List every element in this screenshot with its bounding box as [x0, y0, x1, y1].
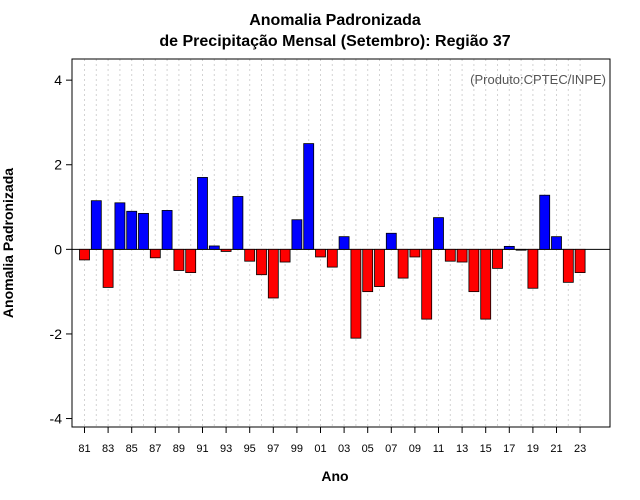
- bar-2004: [350, 248, 362, 339]
- bar-2009: [409, 248, 421, 258]
- bar-1998: [279, 248, 291, 263]
- bar-2005: [362, 248, 374, 293]
- bar-2019: [527, 248, 539, 289]
- y-axis: -4 -2 0 2 4: [50, 72, 72, 427]
- x-tick-label: 11: [433, 443, 444, 455]
- bar-2007: [385, 232, 397, 250]
- bar-1983: [102, 248, 114, 288]
- bar-1993: [220, 248, 232, 252]
- bar-2015: [480, 248, 492, 320]
- bar-1999: [291, 219, 303, 250]
- x-tick-label: 87: [149, 443, 161, 455]
- bar-2013: [456, 248, 468, 263]
- x-tick-label: 23: [574, 443, 586, 455]
- bar-2021: [551, 236, 562, 250]
- bar-2018: [515, 248, 527, 251]
- bar-2023: [574, 248, 586, 274]
- x-tick-label: 91: [196, 443, 208, 455]
- x-axis-title: Ano: [321, 468, 348, 484]
- bar-2003: [338, 236, 350, 250]
- x-tick-label: 19: [527, 443, 539, 455]
- y-tick-label: 4: [54, 72, 62, 88]
- y-axis-title: Anomalia Padronizada: [0, 168, 16, 318]
- bar-1981: [79, 248, 90, 261]
- bar-2001: [315, 248, 326, 258]
- x-axis: 81 83 85 87 89 91 93 95 97 99 01 03 05 07 09 11 13 15 17 19…: [78, 427, 586, 455]
- bar-1985: [126, 210, 138, 250]
- x-tick-label: 95: [244, 443, 256, 455]
- bar-1996: [256, 248, 267, 276]
- x-tick-label: 13: [456, 443, 468, 455]
- y-tick-label: -4: [50, 411, 63, 427]
- bar-2014: [468, 248, 480, 293]
- bar-1989: [173, 248, 185, 271]
- bar-1986: [138, 212, 149, 250]
- x-tick-label: 09: [409, 443, 421, 455]
- x-tick-label: 01: [314, 443, 326, 455]
- plot-frame: [71, 58, 611, 428]
- x-tick-label: 97: [267, 443, 279, 455]
- bar-2016: [492, 248, 503, 269]
- bar-1990: [185, 248, 197, 274]
- x-tick-label: 89: [173, 443, 185, 455]
- x-tick-label: 81: [78, 443, 90, 455]
- bar-2010: [421, 248, 433, 320]
- bar-1994: [232, 196, 244, 250]
- bar-2020: [539, 194, 551, 250]
- x-tick-label: 21: [550, 443, 562, 455]
- bar-2011: [433, 217, 444, 250]
- bar-1984: [114, 202, 126, 250]
- bar-2008: [397, 248, 409, 279]
- x-tick-label: 17: [503, 443, 515, 455]
- bar-2017: [503, 245, 515, 250]
- x-tick-label: 05: [362, 443, 374, 455]
- bar-1982: [90, 200, 102, 250]
- x-tick-label: 93: [220, 443, 232, 455]
- chart-title-line1: Anomalia Padronizada: [249, 12, 421, 29]
- bar-2000: [303, 143, 315, 250]
- x-tick-label: 03: [338, 443, 350, 455]
- bar-1997: [267, 248, 279, 299]
- y-tick-label: 2: [54, 157, 62, 173]
- x-tick-label: 07: [385, 443, 397, 455]
- y-tick-label: 0: [54, 241, 62, 257]
- bar-2006: [374, 248, 385, 287]
- bar-1987: [149, 248, 161, 259]
- bar-2002: [326, 248, 338, 268]
- y-tick-label: -2: [50, 326, 63, 342]
- bar-1995: [244, 248, 256, 262]
- bar-2012: [444, 248, 456, 262]
- bar-1991: [197, 177, 208, 250]
- bar-1988: [161, 210, 173, 250]
- x-tick-label: 83: [102, 443, 114, 455]
- chart-title-line2: de Precipitação Mensal (Setembro): Regiã…: [159, 33, 510, 50]
- x-tick-label: 99: [291, 443, 303, 455]
- vertical-gridlines: [84, 59, 581, 427]
- source-annotation: (Produto:CPTEC/INPE): [470, 72, 606, 87]
- bars: [79, 143, 586, 339]
- bar-1992: [208, 245, 220, 250]
- x-tick-label: 85: [126, 443, 138, 455]
- bar-2022: [562, 248, 574, 283]
- x-tick-label: 15: [480, 443, 492, 455]
